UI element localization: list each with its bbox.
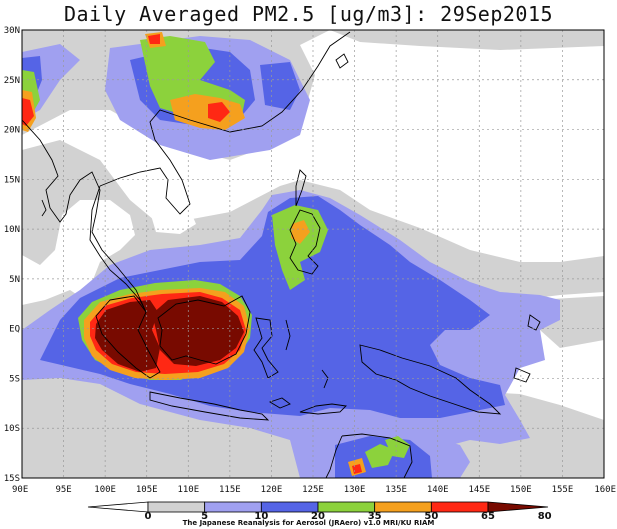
colorbar-level-label: 20 xyxy=(311,511,325,522)
latitude-label: 15S xyxy=(4,474,20,484)
longitude-label: 115E xyxy=(219,485,241,495)
longitude-label: 125E xyxy=(302,485,324,495)
longitude-label: 90E xyxy=(12,485,28,495)
coastlines xyxy=(22,31,541,478)
colorbar-level-label: 35 xyxy=(368,511,382,522)
colorbar-segment xyxy=(317,501,376,513)
latitude-label: 25N xyxy=(4,76,20,86)
colorbar-level-label: 80 xyxy=(538,511,552,522)
latitude-label: 10S xyxy=(4,424,20,434)
colorbar-level-label: 50 xyxy=(424,511,438,522)
longitude-label: 150E xyxy=(510,485,532,495)
longitude-label: 110E xyxy=(177,485,199,495)
colorbar-segment xyxy=(87,501,149,513)
longitude-label: 130E xyxy=(344,485,366,495)
latitude-label: 10N xyxy=(4,225,20,235)
colorbar-segment xyxy=(147,501,206,513)
longitude-label: 140E xyxy=(427,485,449,495)
colorbar-level-label: 10 xyxy=(254,511,268,522)
colorbar: 0 5 10 20 35 50 65 80 xyxy=(87,501,552,522)
longitude-label: 105E xyxy=(136,485,158,495)
latitude-label: 30N xyxy=(4,26,20,36)
longitude-label: 100E xyxy=(94,485,116,495)
pm25-fields xyxy=(22,30,604,478)
colorbar-level-label: 5 xyxy=(201,511,208,522)
colorbar-segment xyxy=(260,501,319,513)
latitude-label: 5S xyxy=(9,374,20,384)
latitude-labels: 30N 25N 20N 15N 10N 5N EQ 5S 10S 15S xyxy=(4,26,20,484)
latitude-label: EQ xyxy=(9,325,20,335)
longitude-label: 155E xyxy=(552,485,574,495)
colorbar-segment xyxy=(487,501,549,513)
colorbar-segment xyxy=(374,501,432,513)
longitude-label: 120E xyxy=(261,485,283,495)
longitude-label: 145E xyxy=(468,485,490,495)
longitude-label: 135E xyxy=(385,485,407,495)
colorbar-level-label: 0 xyxy=(145,511,152,522)
longitude-label: 160E xyxy=(594,485,616,495)
map-title: Daily Averaged PM2.5 [ug/m3]: 29Sep2015 xyxy=(63,2,554,26)
longitude-labels: 90E 95E 100E 105E 110E 115E 120E 125E 130E 135E 14… xyxy=(12,485,616,495)
latitude-label: 20N xyxy=(4,126,20,136)
latitude-label: 15N xyxy=(4,175,20,185)
map-frame xyxy=(21,29,605,479)
latitude-label: 5N xyxy=(9,275,20,285)
graticule xyxy=(22,30,604,478)
colorbar-segment xyxy=(204,501,262,513)
credit-text: The Japanese Reanalysis for Aerosol (JRA… xyxy=(182,519,435,527)
colorbar-segment xyxy=(430,501,489,513)
colorbar-level-label: 65 xyxy=(481,511,495,522)
longitude-label: 95E xyxy=(55,485,71,495)
